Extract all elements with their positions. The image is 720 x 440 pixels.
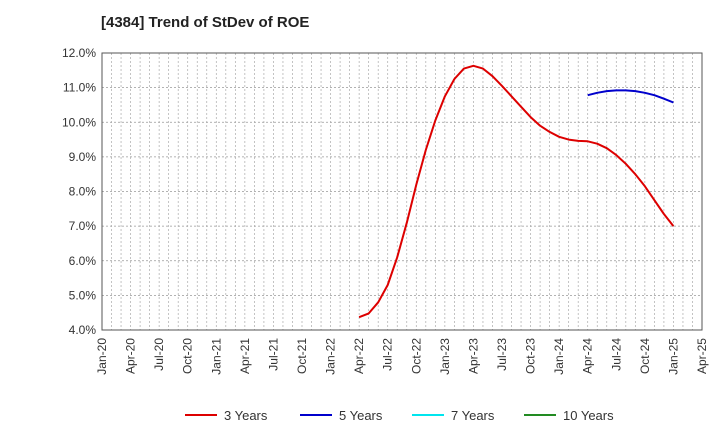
- x-tick-label: Jan-20: [95, 338, 109, 375]
- x-tick-label: Apr-23: [466, 338, 480, 374]
- x-tick-label: Oct-24: [638, 338, 652, 374]
- x-tick-label: Apr-21: [238, 338, 252, 374]
- x-tick-label: Jan-25: [666, 338, 680, 375]
- x-tick-label: Jul-20: [152, 338, 166, 371]
- x-tick-label: Jul-22: [381, 338, 395, 371]
- y-tick-label: 12.0%: [62, 46, 96, 60]
- y-tick-label: 6.0%: [69, 254, 97, 268]
- plot-border: [101, 52, 703, 331]
- legend-label-7-years: 7 Years: [451, 408, 495, 423]
- x-tick-label: Apr-22: [352, 338, 366, 374]
- chart-title: [4384] Trend of StDev of ROE: [101, 14, 310, 31]
- legend: 3 Years 5 Years 7 Years 10 Years: [185, 408, 614, 423]
- legend-label-10-years: 10 Years: [563, 408, 614, 423]
- y-tick-label: 7.0%: [69, 219, 97, 233]
- x-tick-label: Jan-23: [438, 338, 452, 375]
- x-axis-ticks: Jan-20 Apr-20 Jul-20 Oct-20 Jan-21 Apr-21 Jul-…: [95, 338, 709, 375]
- series-line-3-years: [358, 64, 675, 319]
- x-tick-label: Apr-24: [581, 338, 595, 374]
- x-tick-label: Jan-21: [209, 338, 223, 375]
- y-tick-label: 10.0%: [62, 115, 96, 129]
- y-axis-ticks: 4.0% 5.0% 6.0% 7.0% 8.0% 9.0% 10.0% 11.0% 12.0%: [62, 46, 96, 337]
- legend-label-5-years: 5 Years: [339, 408, 383, 423]
- x-tick-label: Oct-20: [181, 338, 195, 374]
- y-tick-label: 11.0%: [63, 81, 96, 95]
- series-line-5-years: [587, 89, 674, 104]
- y-tick-label: 4.0%: [69, 323, 97, 337]
- y-tick-label: 9.0%: [69, 150, 97, 164]
- x-tick-label: Apr-20: [124, 338, 138, 374]
- x-tick-label: Jan-24: [552, 338, 566, 375]
- x-tick-label: Oct-21: [295, 338, 309, 374]
- x-tick-label: Jul-23: [495, 338, 509, 371]
- y-tick-label: 8.0%: [69, 185, 97, 199]
- legend-label-3-years: 3 Years: [224, 408, 268, 423]
- y-tick-label: 5.0%: [69, 288, 97, 302]
- x-tick-label: Oct-22: [409, 338, 423, 374]
- x-tick-label: Jul-21: [266, 338, 280, 371]
- x-tick-label: Jan-22: [324, 338, 338, 375]
- series-layer: [358, 64, 675, 319]
- x-tick-label: Apr-25: [695, 338, 709, 374]
- x-tick-label: Oct-23: [524, 338, 538, 374]
- x-tick-label: Jul-24: [609, 338, 623, 371]
